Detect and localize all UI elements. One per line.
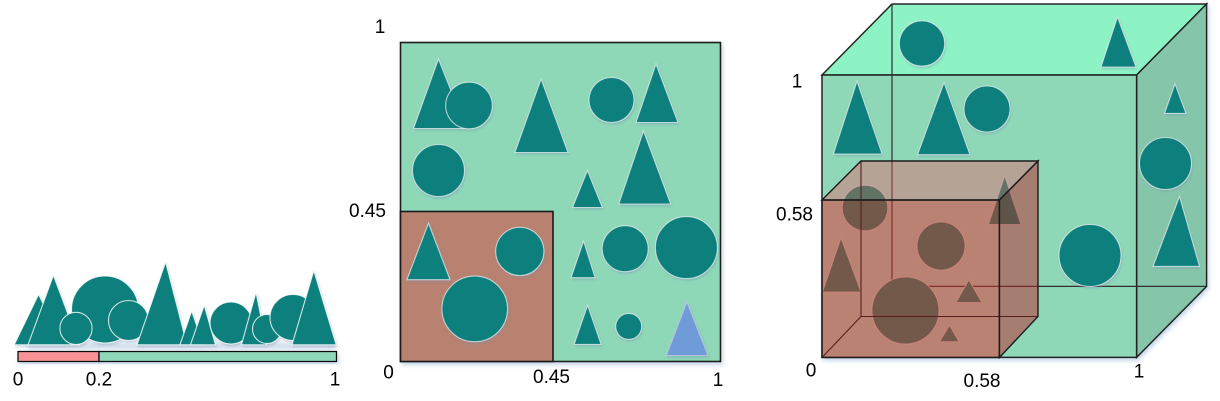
svg-text:1: 1 (375, 17, 386, 38)
svg-text:0.45: 0.45 (533, 367, 570, 388)
svg-text:0.58: 0.58 (776, 205, 813, 226)
svg-text:0: 0 (13, 370, 24, 391)
svg-text:1: 1 (792, 72, 803, 93)
svg-text:1: 1 (1134, 362, 1145, 383)
svg-text:0.58: 0.58 (964, 371, 1001, 392)
svg-text:1: 1 (330, 370, 341, 391)
svg-text:0.45: 0.45 (349, 201, 386, 222)
svg-text:0.2: 0.2 (86, 370, 112, 391)
svg-text:0: 0 (383, 363, 394, 384)
svg-text:1: 1 (713, 370, 724, 391)
svg-text:0: 0 (806, 361, 817, 382)
